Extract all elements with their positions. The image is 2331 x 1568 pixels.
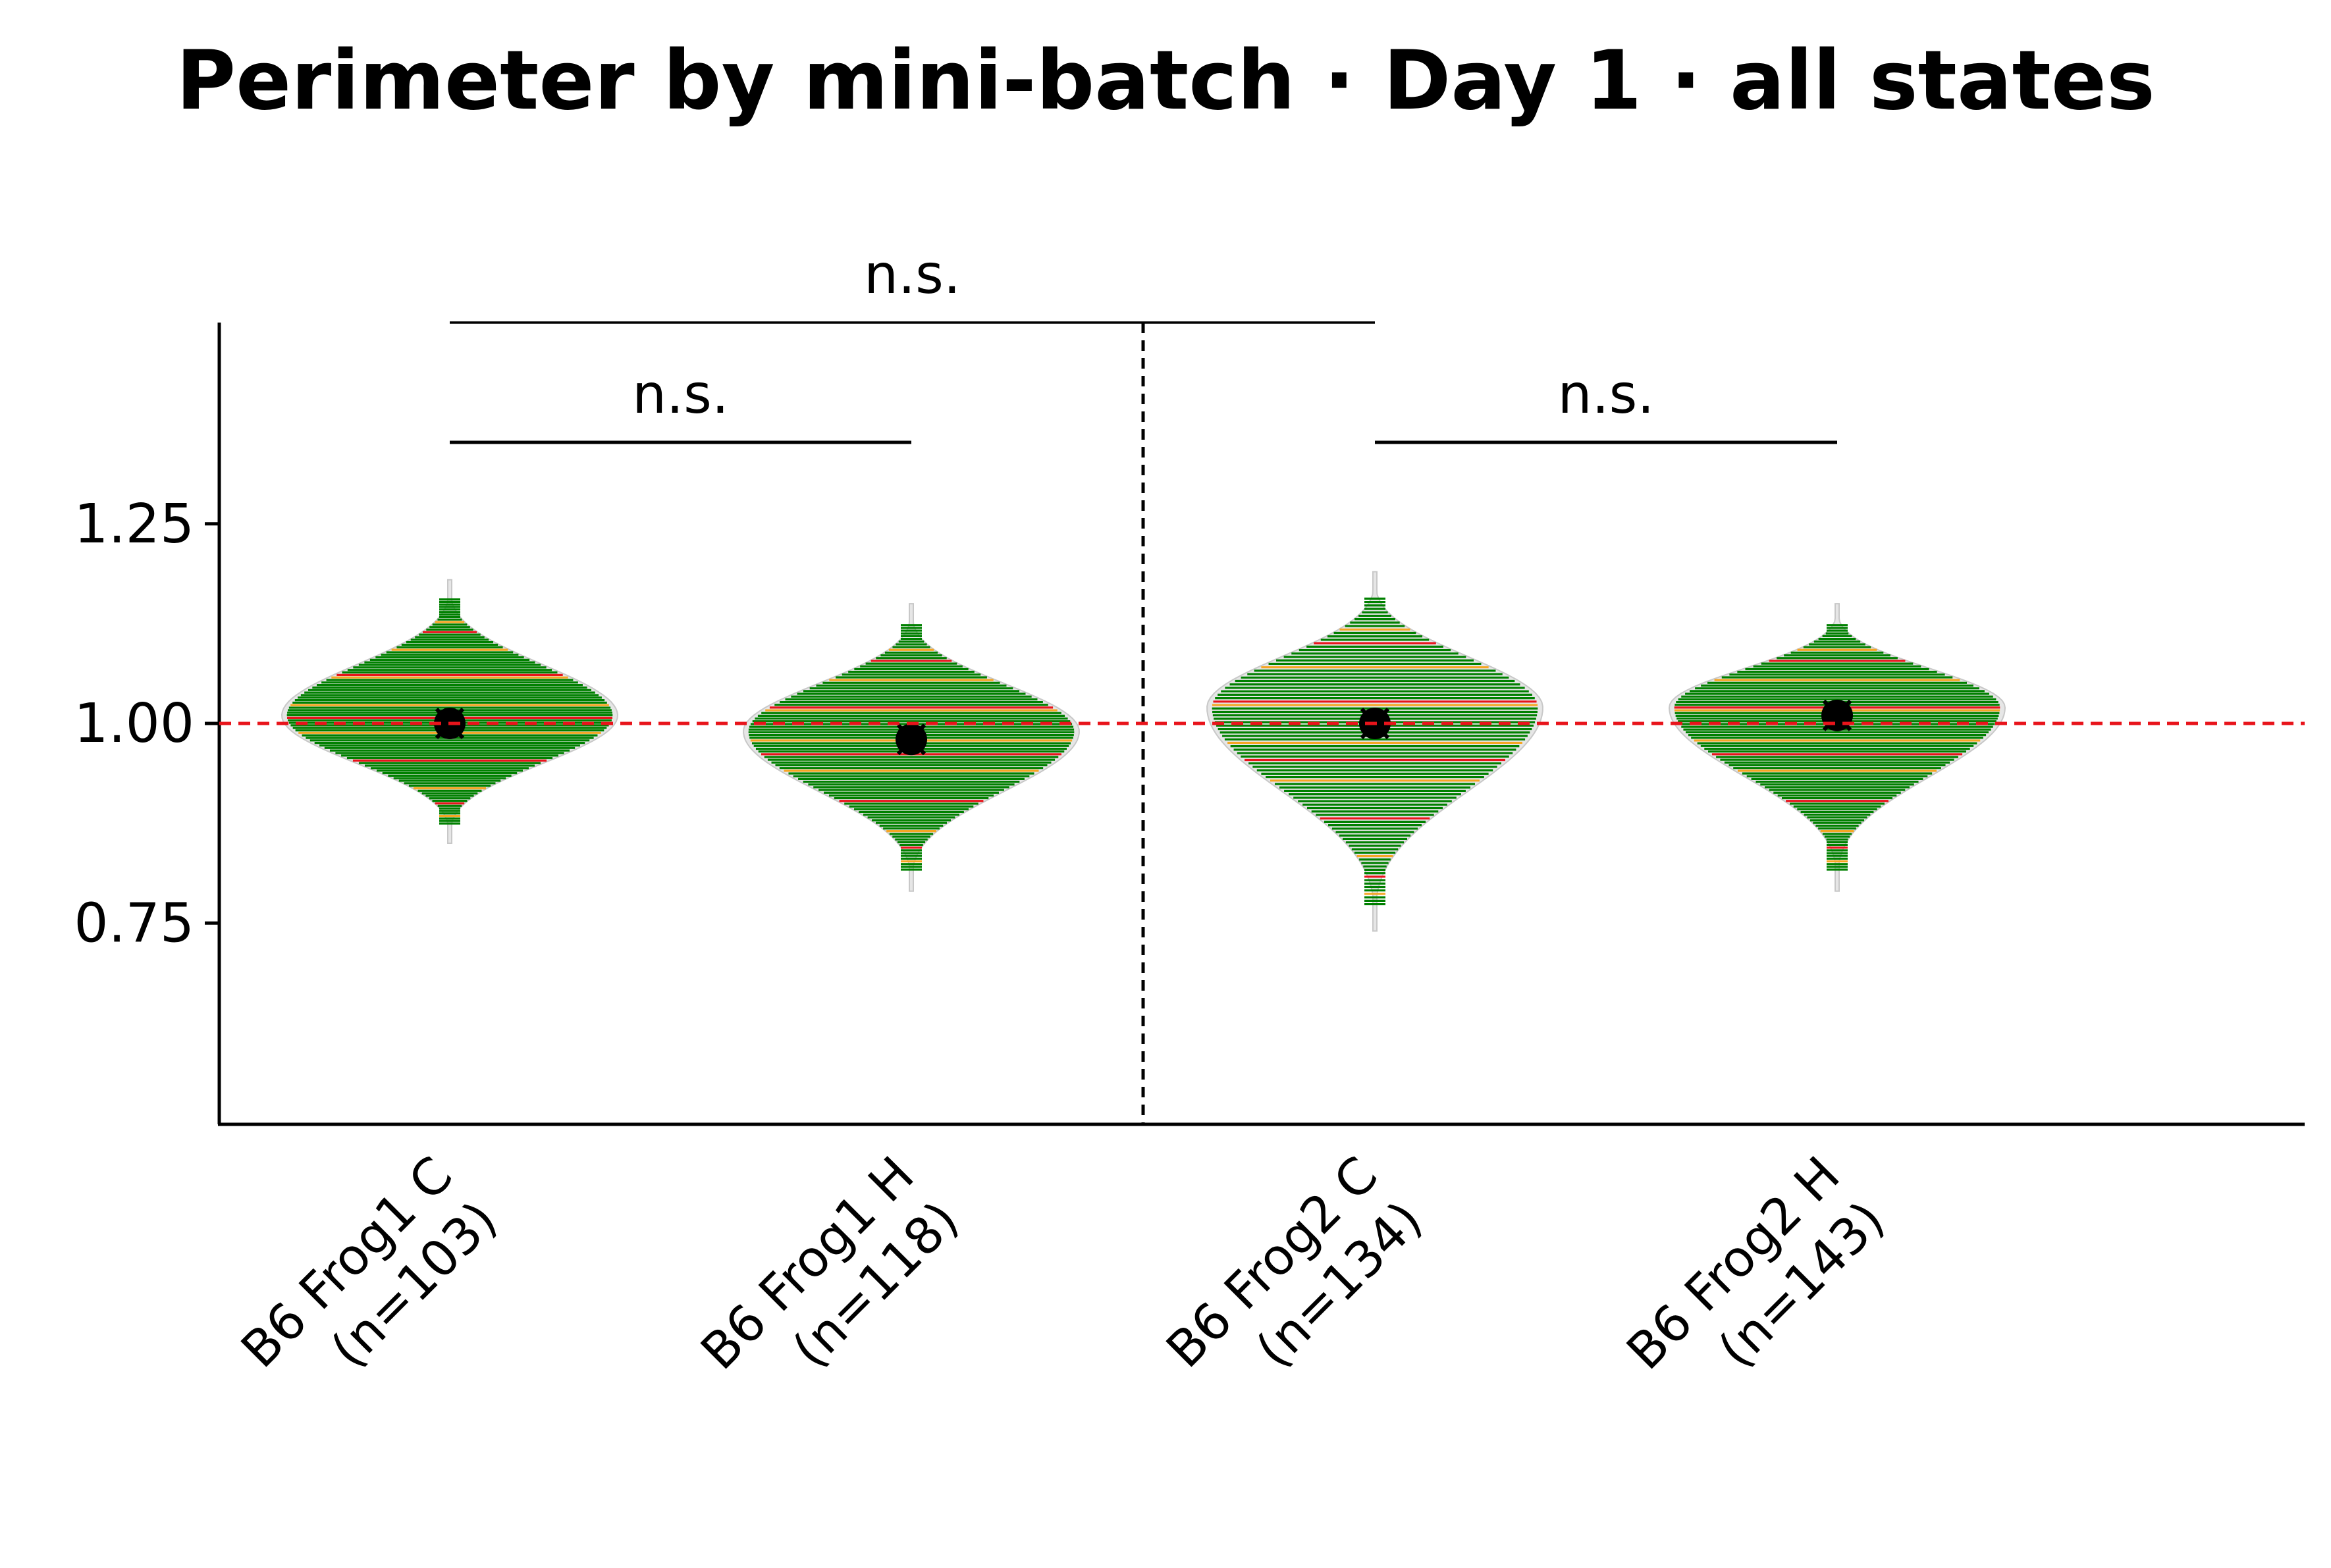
mean-marker <box>1821 699 1853 731</box>
violin-body <box>1206 571 1543 932</box>
x-tick-label: B6 Frog1 H(n=118) <box>689 1145 970 1426</box>
x-tick-label: B6 Frog1 C(n=103) <box>230 1145 508 1424</box>
significance-label: n.s. <box>632 363 729 426</box>
y-tick-label: 1.25 <box>74 493 194 556</box>
x-tick-label: B6 Frog2 H(n=143) <box>1615 1145 1896 1426</box>
significance-label: n.s. <box>1558 363 1655 426</box>
plot-area: 0.75 1.00 1.25 B6 Frog1 C(n=103) B6 Frog1 H(… <box>74 244 2305 1426</box>
chart-title: Perimeter by mini-batch · Day 1 · all st… <box>176 34 2155 128</box>
mean-marker <box>896 723 927 756</box>
y-tick-label: 1.00 <box>74 693 194 755</box>
significance-label: n.s. <box>864 244 961 306</box>
y-tick-label: 0.75 <box>74 892 194 954</box>
x-tick-label: B6 Frog2 C(n=134) <box>1155 1145 1433 1424</box>
